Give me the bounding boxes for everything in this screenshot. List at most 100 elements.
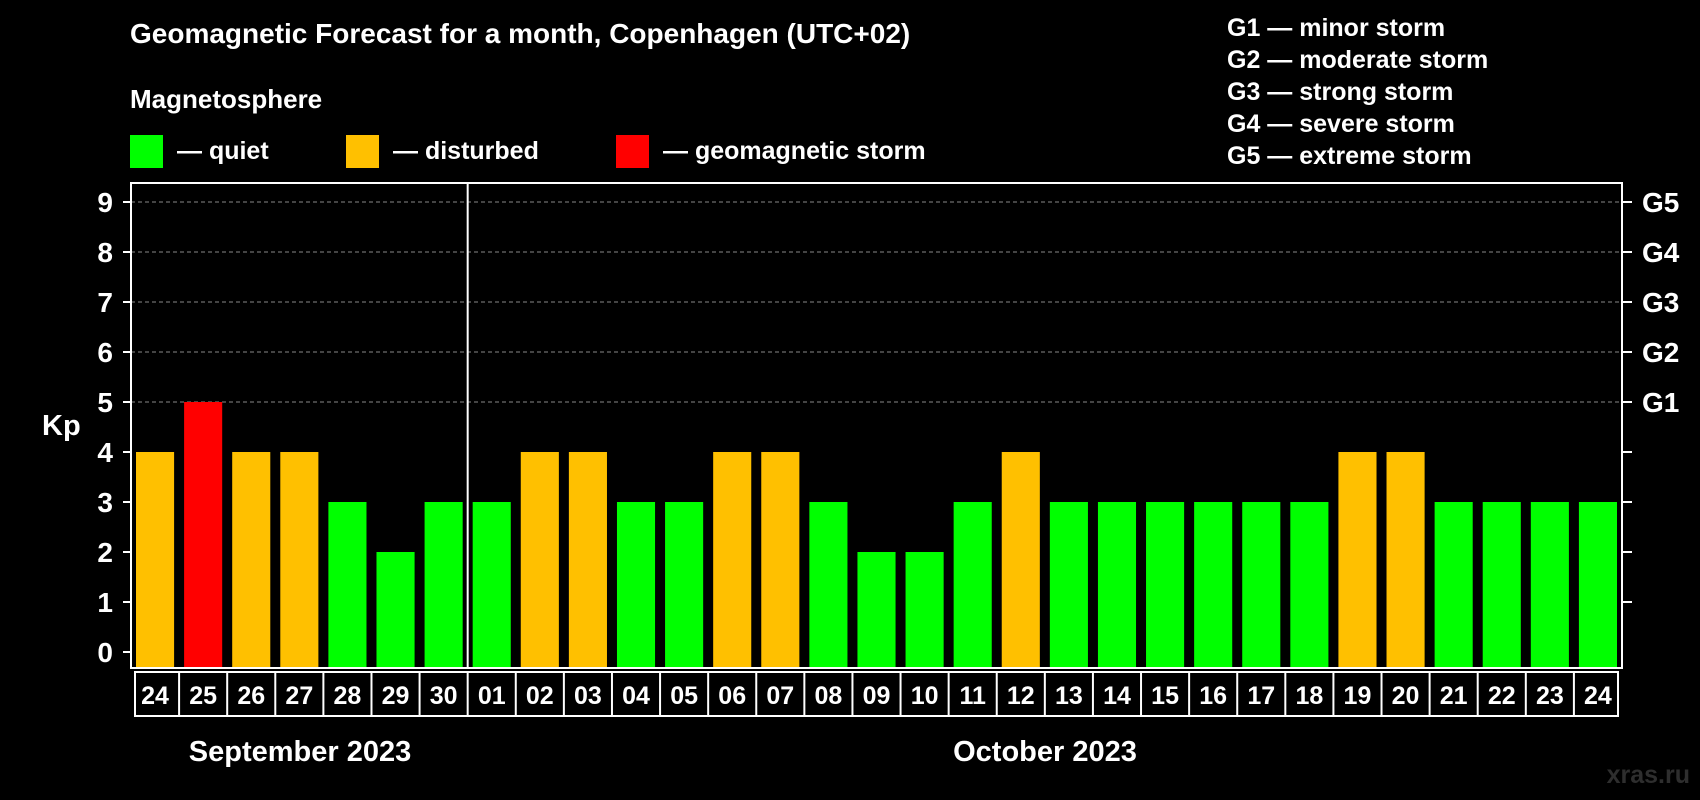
x-tick-label-10: 04 bbox=[622, 682, 650, 710]
bar-25 bbox=[1338, 452, 1377, 667]
bar-24 bbox=[1290, 502, 1329, 667]
y-tick-label-5: 5 bbox=[97, 387, 113, 418]
x-tick-label-5: 29 bbox=[382, 682, 410, 710]
x-tick-label-13: 07 bbox=[766, 682, 794, 710]
x-tick-label-14: 08 bbox=[814, 682, 842, 710]
watermark: xras.ru bbox=[1606, 761, 1690, 789]
x-tick-label-2: 26 bbox=[237, 682, 265, 710]
storm-scale-g1: G1 — minor storm bbox=[1227, 14, 1446, 42]
x-tick-label-21: 15 bbox=[1151, 682, 1179, 710]
bar-7 bbox=[472, 502, 511, 667]
legend-storm-swatch bbox=[616, 134, 649, 168]
storm-scale-g4: G4 — severe storm bbox=[1227, 110, 1455, 138]
bar-10 bbox=[616, 502, 656, 667]
bar-16 bbox=[905, 552, 944, 667]
bar-14 bbox=[809, 502, 848, 667]
x-tick-label-20: 14 bbox=[1103, 682, 1131, 710]
bar-15 bbox=[857, 552, 896, 667]
bar-0 bbox=[136, 452, 175, 667]
x-tick-label-1: 25 bbox=[189, 682, 217, 710]
right-label-g1: G1 bbox=[1642, 387, 1679, 418]
x-tick-label-3: 27 bbox=[285, 682, 313, 710]
x-tick-label-0: 24 bbox=[141, 682, 169, 710]
storm-scale-g2: G2 — moderate storm bbox=[1227, 46, 1489, 74]
legend-storm: — geomagnetic storm bbox=[616, 134, 926, 168]
plot-frame bbox=[130, 182, 1623, 669]
bar-4 bbox=[328, 502, 367, 667]
x-tick-label-24: 18 bbox=[1295, 682, 1323, 710]
bar-21 bbox=[1146, 502, 1185, 667]
bar-2 bbox=[232, 452, 271, 667]
bar-29 bbox=[1530, 502, 1569, 667]
bar-12 bbox=[713, 452, 752, 667]
storm-scale-g5: G5 — extreme storm bbox=[1227, 142, 1472, 170]
x-tick-label-27: 21 bbox=[1440, 682, 1468, 710]
y-axis-label: Kp bbox=[42, 410, 81, 442]
bar-20 bbox=[1097, 502, 1137, 667]
section-label: Magnetosphere bbox=[130, 84, 323, 114]
right-label-g2: G2 bbox=[1642, 337, 1679, 368]
x-tick-label-26: 20 bbox=[1392, 682, 1420, 710]
storm-scale-legend: G1 — minor storm G2 — moderate storm G3 … bbox=[1227, 12, 1488, 172]
legend-disturbed: — disturbed bbox=[346, 134, 539, 168]
x-label-band bbox=[134, 671, 1619, 717]
x-tick-label-15: 09 bbox=[863, 682, 891, 710]
legend-quiet-label: — quiet bbox=[177, 136, 269, 165]
legend-quiet: — quiet bbox=[130, 134, 269, 168]
x-tick-label-30: 24 bbox=[1584, 682, 1612, 710]
y-tick-label-0: 0 bbox=[97, 637, 113, 668]
x-tick-label-16: 10 bbox=[911, 682, 939, 710]
y-tick-label-7: 7 bbox=[97, 287, 113, 318]
bar-22 bbox=[1194, 502, 1233, 667]
x-tick-label-11: 05 bbox=[670, 682, 698, 710]
bar-5 bbox=[376, 552, 415, 667]
x-tick-label-18: 12 bbox=[1007, 682, 1035, 710]
x-tick-label-9: 03 bbox=[574, 682, 602, 710]
month-label-october: October 2023 bbox=[953, 736, 1137, 768]
right-label-g4: G4 bbox=[1642, 237, 1680, 268]
y-tick-label-9: 9 bbox=[97, 187, 113, 218]
bar-26 bbox=[1386, 452, 1425, 667]
right-label-g5: G5 bbox=[1642, 187, 1679, 218]
y-tick-label-4: 4 bbox=[97, 437, 113, 468]
legend-disturbed-swatch bbox=[346, 134, 379, 168]
bar-6 bbox=[424, 502, 463, 667]
x-tick-label-17: 11 bbox=[959, 682, 986, 710]
x-tick-label-6: 30 bbox=[430, 682, 458, 710]
bar-8 bbox=[520, 452, 559, 667]
bar-9 bbox=[568, 452, 607, 667]
y-tick-label-3: 3 bbox=[97, 487, 113, 518]
x-tick-label-4: 28 bbox=[334, 682, 362, 710]
bar-11 bbox=[665, 502, 704, 667]
x-tick-label-23: 17 bbox=[1247, 682, 1275, 710]
bar-17 bbox=[953, 502, 992, 667]
x-tick-label-12: 06 bbox=[718, 682, 746, 710]
month-label-september: September 2023 bbox=[188, 736, 412, 768]
storm-scale-g3: G3 — strong storm bbox=[1227, 78, 1454, 106]
bar-1 bbox=[184, 402, 223, 667]
y-tick-label-8: 8 bbox=[97, 237, 113, 268]
legend-storm-label: — geomagnetic storm bbox=[663, 136, 926, 165]
y-tick-label-1: 1 bbox=[97, 587, 113, 618]
bar-23 bbox=[1242, 502, 1281, 667]
legend-disturbed-label: — disturbed bbox=[393, 136, 539, 165]
bar-3 bbox=[280, 452, 319, 667]
x-tick-label-25: 19 bbox=[1344, 682, 1372, 710]
bar-27 bbox=[1434, 502, 1473, 667]
x-tick-label-19: 13 bbox=[1055, 682, 1083, 710]
y-tick-label-6: 6 bbox=[97, 337, 113, 368]
bar-19 bbox=[1049, 502, 1088, 667]
bar-28 bbox=[1482, 502, 1521, 667]
y-tick-label-2: 2 bbox=[97, 537, 113, 568]
legend-quiet-swatch bbox=[130, 134, 163, 168]
bar-30 bbox=[1578, 502, 1617, 667]
x-tick-label-7: 01 bbox=[478, 682, 506, 710]
bar-18 bbox=[1001, 452, 1040, 667]
x-tick-label-22: 16 bbox=[1199, 682, 1227, 710]
bar-13 bbox=[761, 452, 800, 667]
x-tick-label-28: 22 bbox=[1488, 682, 1516, 710]
right-label-g3: G3 bbox=[1642, 287, 1679, 318]
x-tick-label-8: 02 bbox=[526, 682, 554, 710]
x-tick-label-29: 23 bbox=[1536, 682, 1564, 710]
